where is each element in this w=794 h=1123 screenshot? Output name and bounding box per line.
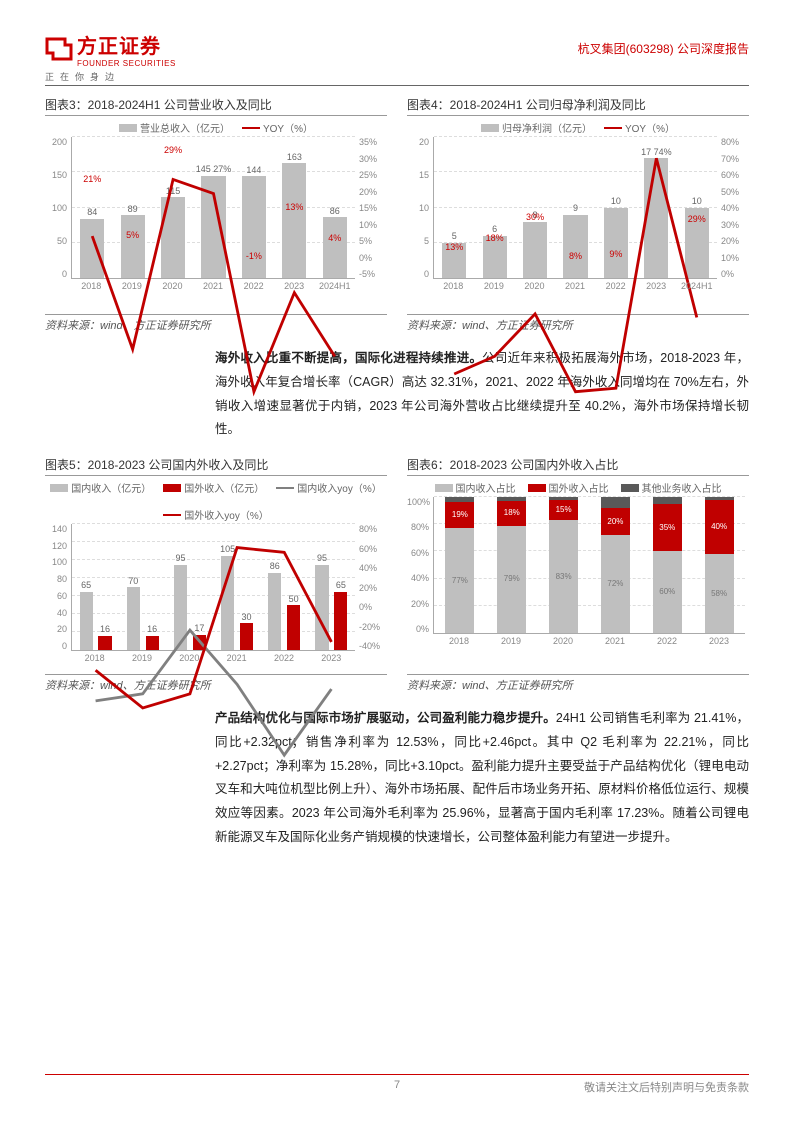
chart3-legend-bar: 营业总收入（亿元） — [140, 120, 230, 135]
chart5-box: 国内收入（亿元） 国外收入（亿元） 国内收入yoy（%） 国外收入yoy（%） … — [45, 480, 387, 670]
chart-row-2: 图表5：2018-2023 公司国内外收入及同比 国内收入（亿元） 国外收入（亿… — [45, 456, 749, 693]
chart3-box: 营业总收入（亿元） YOY（%） 200150100500 8421%895%1… — [45, 120, 387, 310]
chart4-legend-line: YOY（%） — [625, 120, 675, 135]
chart5-col: 图表5：2018-2023 公司国内外收入及同比 国内收入（亿元） 国外收入（亿… — [45, 456, 387, 693]
page-number: 7 — [394, 1079, 400, 1091]
chart6-lg2: 国外收入占比 — [549, 480, 609, 495]
chart6-legend: 国内收入占比 国外收入占比 其他业务收入占比 — [407, 480, 749, 495]
chart3-legend-line: YOY（%） — [263, 120, 313, 135]
chart5-lg3: 国内收入yoy（%） — [297, 480, 381, 495]
page-header: 方正证券 FOUNDER SECURITIES 正在你身边 杭叉集团(60329… — [45, 30, 749, 86]
chart6-lg3: 其他业务收入占比 — [642, 480, 722, 495]
logo-block: 方正证券 FOUNDER SECURITIES 正在你身边 — [45, 30, 176, 83]
chart5-legend: 国内收入（亿元） 国外收入（亿元） 国内收入yoy（%） 国外收入yoy（%） — [45, 480, 387, 522]
chart3-plot: 200150100500 8421%895%11529%145 27%144-1… — [45, 137, 387, 297]
logo-name-cn: 方正证券 — [77, 30, 176, 59]
chart5-plot: 140120100806040200 651670169517105308650… — [45, 524, 387, 669]
chart6-lg1: 国内收入占比 — [456, 480, 516, 495]
chart4-plot: 20151050 513%618%830%98%109%17 74%1029% … — [407, 137, 749, 297]
chart6-source: 资料来源：wind、方正证券研究所 — [407, 674, 749, 693]
chart3-col: 图表3：2018-2024H1 公司营业收入及同比 营业总收入（亿元） YOY（… — [45, 96, 387, 333]
chart5-lg2: 国外收入（亿元） — [184, 480, 264, 495]
logo-tagline: 正在你身边 — [45, 70, 176, 83]
chart3-legend: 营业总收入（亿元） YOY（%） — [45, 120, 387, 135]
chart4-col: 图表4：2018-2024H1 公司归母净利润及同比 归母净利润（亿元） YOY… — [407, 96, 749, 333]
chart6-col: 图表6：2018-2023 公司国内外收入占比 国内收入占比 国外收入占比 其他… — [407, 456, 749, 693]
header-right: 杭叉集团(603298) 公司深度报告 — [578, 40, 749, 57]
chart4-title: 图表4：2018-2024H1 公司归母净利润及同比 — [407, 96, 749, 116]
chart6-plot: 100%80%60%40%20%0% 77%19%79%18%83%15%72%… — [407, 497, 749, 652]
chart6-title: 图表6：2018-2023 公司国内外收入占比 — [407, 456, 749, 476]
chart5-lg1: 国内收入（亿元） — [71, 480, 151, 495]
page-footer: 7 敬请关注文后特别声明与免责条款 — [45, 1074, 749, 1095]
chart4-legend-bar: 归母净利润（亿元） — [502, 120, 592, 135]
founder-logo-icon — [45, 37, 73, 61]
logo-name-en: FOUNDER SECURITIES — [77, 59, 176, 68]
chart4-legend: 归母净利润（亿元） YOY（%） — [407, 120, 749, 135]
chart4-box: 归母净利润（亿元） YOY（%） 20151050 513%618%830%98… — [407, 120, 749, 310]
footer-disclaimer: 敬请关注文后特别声明与免责条款 — [584, 1079, 749, 1095]
chart3-title: 图表3：2018-2024H1 公司营业收入及同比 — [45, 96, 387, 116]
chart5-lg4: 国外收入yoy（%） — [184, 507, 268, 522]
chart5-title: 图表5：2018-2023 公司国内外收入及同比 — [45, 456, 387, 476]
chart6-box: 国内收入占比 国外收入占比 其他业务收入占比 100%80%60%40%20%0… — [407, 480, 749, 670]
chart-row-1: 图表3：2018-2024H1 公司营业收入及同比 营业总收入（亿元） YOY（… — [45, 96, 749, 333]
